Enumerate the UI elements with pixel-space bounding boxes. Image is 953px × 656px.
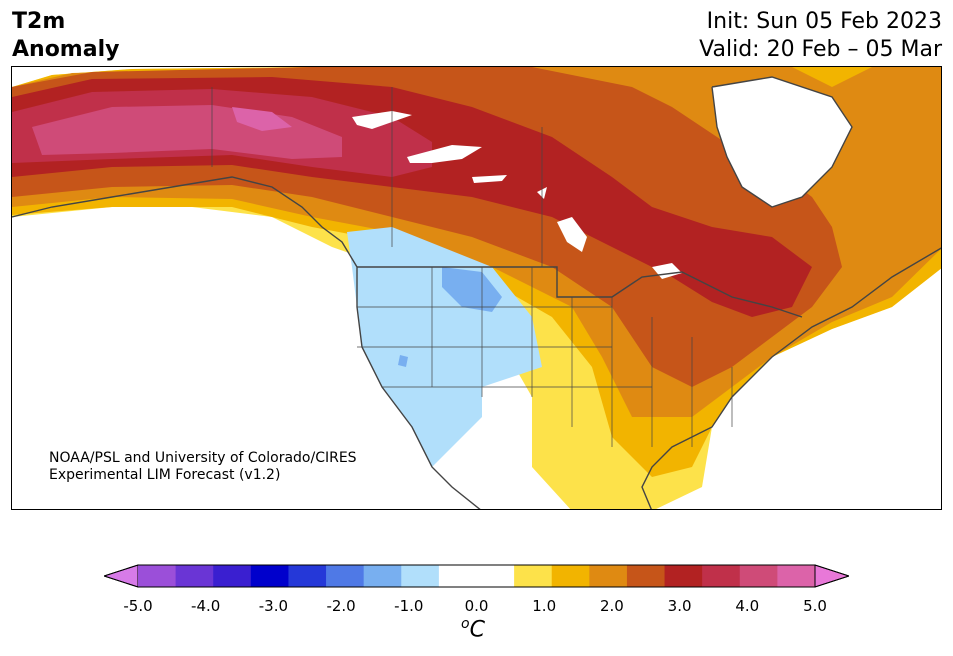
credit-line-2: Experimental LIM Forecast (v1.2) xyxy=(49,467,281,483)
colorbar-segment xyxy=(438,565,477,587)
colorbar-tick-label: -1.0 xyxy=(394,597,424,615)
colorbar-tick-label: -4.0 xyxy=(191,597,221,615)
map-canvas xyxy=(12,67,941,509)
state-lines xyxy=(211,87,733,447)
credit-text: NOAA/PSL and University of Colorado/CIRE… xyxy=(49,450,357,484)
colorbar-tick-label: 0.0 xyxy=(464,597,489,615)
title-subtitle: Anomaly xyxy=(12,37,120,62)
colorbar-tick-label: 2.0 xyxy=(599,597,624,615)
map-title: T2m Anomaly xyxy=(12,8,119,64)
colorbar-segment xyxy=(363,565,402,587)
colorbar-tick-label: -5.0 xyxy=(123,597,153,615)
colorbar-segment xyxy=(138,565,177,587)
colorbar-segment xyxy=(777,565,816,587)
colorbar-tick-label: 3.0 xyxy=(667,597,692,615)
colorbar-tick-label: 4.0 xyxy=(735,597,760,615)
lakes xyxy=(352,77,852,279)
colorbar-tick-label: -2.0 xyxy=(326,597,356,615)
colorbar-segment xyxy=(476,565,515,587)
colorbar-tick-label: 1.0 xyxy=(532,597,557,615)
colorbar xyxy=(104,564,849,588)
colorbar-segment xyxy=(326,565,365,587)
credit-line-1: NOAA/PSL and University of Colorado/CIRE… xyxy=(49,450,357,466)
colorbar-segment xyxy=(626,565,666,587)
colorbar-outline xyxy=(104,564,849,588)
colorbar-segment xyxy=(288,565,327,587)
title-variable: T2m xyxy=(12,9,66,34)
valid-date: Valid: 20 Feb – 05 Mar xyxy=(699,37,942,62)
colorbar-extend-low xyxy=(104,564,139,588)
init-date: Init: Sun 05 Feb 2023 xyxy=(706,9,942,34)
colorbar-segment xyxy=(213,565,252,587)
colorbar-segment xyxy=(664,565,703,587)
colorbar-segment xyxy=(702,565,741,587)
colorbar-tick-label: -3.0 xyxy=(258,597,289,615)
degree-superscript: o xyxy=(461,616,470,632)
colorbar-segment xyxy=(551,565,590,587)
colorbar-segment xyxy=(175,565,214,587)
colorbar-segment xyxy=(589,565,628,587)
colorbar-extend-high xyxy=(814,564,849,588)
anomaly-map xyxy=(11,66,942,510)
colorbar-segment xyxy=(514,565,553,587)
forecast-dates: Init: Sun 05 Feb 2023 Valid: 20 Feb – 05… xyxy=(699,8,942,64)
unit-text: C xyxy=(469,617,485,643)
colorbar-segment xyxy=(250,565,289,587)
colorbar-tick-label: 5.0 xyxy=(803,597,827,615)
colorbar-unit: oC xyxy=(461,616,485,642)
colorbar-segment xyxy=(401,565,440,587)
colorbar-segment xyxy=(739,565,778,587)
